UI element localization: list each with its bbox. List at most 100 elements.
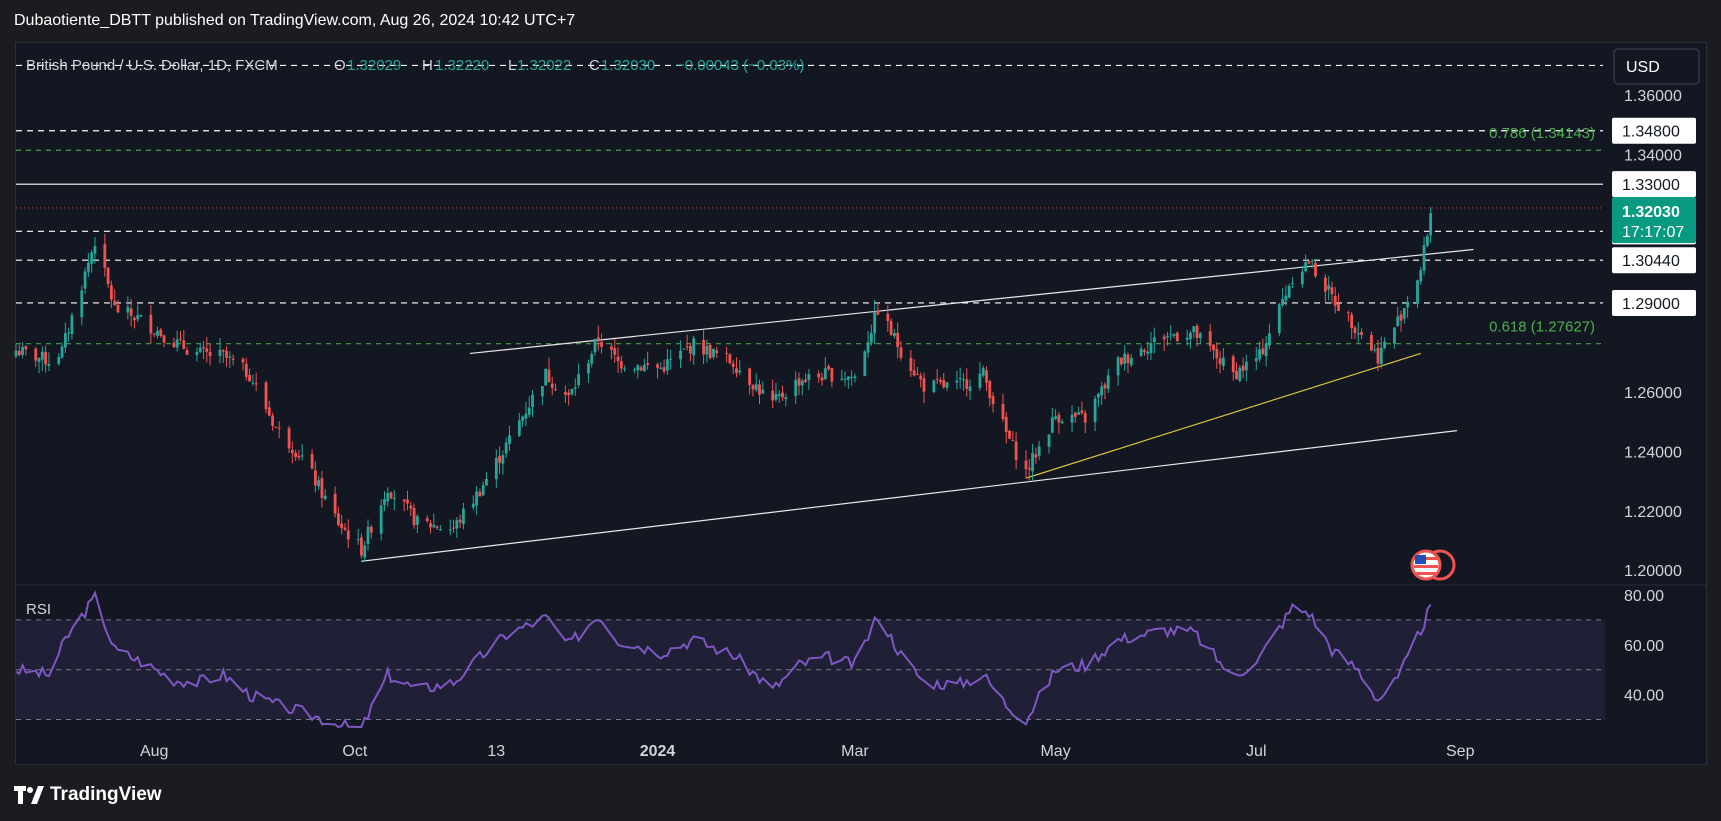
candle-body (1189, 332, 1192, 340)
candle-body (1192, 326, 1196, 333)
candle-body (343, 527, 347, 530)
candle-body (80, 290, 84, 318)
candle-body (60, 346, 64, 358)
candle-body (1406, 301, 1410, 308)
candle-body (593, 338, 597, 353)
event-flags[interactable] (1410, 549, 1456, 581)
candle-body (455, 520, 459, 529)
candle-body (1422, 245, 1426, 271)
currency-button[interactable]: USD (1613, 48, 1700, 85)
price-tag-layer: 1.32030 17:17:07 (1612, 196, 1696, 243)
candle-body (90, 252, 94, 264)
candle-body (715, 350, 719, 354)
candle-body (340, 523, 344, 529)
candle-body (254, 383, 258, 385)
candle-body (93, 246, 97, 254)
level-price-label: 1.33000 (1622, 177, 1680, 194)
candle-body (320, 478, 324, 499)
candle-body (955, 380, 959, 383)
candle-body (1166, 335, 1169, 338)
candle-body (1353, 327, 1357, 333)
candle-body (1011, 439, 1015, 441)
footer-brand[interactable]: TradingView (14, 784, 162, 806)
candle-body (1185, 337, 1189, 340)
candle-body (774, 393, 778, 400)
candle-body (1146, 351, 1150, 354)
candle-body (195, 351, 199, 356)
candle-body (1047, 434, 1051, 447)
candle-body (133, 317, 136, 321)
candle-body (781, 392, 784, 398)
candle-body (271, 415, 275, 426)
candle-body (817, 373, 821, 378)
publisher-line: Dubaotiente_DBTT published on TradingVie… (14, 12, 576, 29)
candle-body (392, 497, 396, 499)
candle-body (1037, 446, 1041, 456)
candle-body (323, 495, 327, 500)
candle-body (932, 380, 936, 393)
candle-body (1310, 260, 1314, 262)
candle-body (866, 342, 870, 353)
price-tick-label: 1.20000 (1624, 563, 1682, 580)
candle-body (978, 373, 982, 388)
candle-body (869, 333, 873, 343)
candle-body (402, 499, 406, 502)
candle-body (850, 376, 854, 378)
legend-high-label: H (422, 57, 433, 74)
candle-body (294, 452, 298, 457)
candle-body (1393, 327, 1396, 344)
candle-body (550, 383, 554, 389)
candle-body (827, 366, 830, 370)
candle-body (182, 340, 186, 349)
candle-body (429, 523, 432, 528)
candle-body (1370, 334, 1373, 351)
candle-body (633, 369, 636, 371)
candles-layer (14, 207, 1433, 562)
candle-body (264, 382, 268, 410)
legend-low-label: L (508, 57, 516, 74)
candle-body (452, 527, 455, 529)
candle-body (807, 374, 811, 381)
candle-body (853, 376, 857, 379)
candle-body (221, 350, 225, 352)
rsi-layer: RSI 80.00 60.00 40.00 (15, 588, 1664, 729)
candle-body (231, 358, 235, 360)
candle-body (438, 528, 442, 530)
candle-body (425, 518, 429, 522)
candle-body (333, 493, 337, 514)
candle-body (889, 320, 893, 335)
candle-body (1031, 452, 1034, 472)
candle-body (106, 267, 110, 285)
candle-body (1241, 365, 1245, 371)
candle-body (369, 526, 373, 533)
date-tick-label: Mar (841, 743, 869, 760)
candle-body (110, 285, 113, 300)
candle-body (922, 378, 926, 392)
candle-body (485, 478, 488, 486)
candle-body (547, 369, 551, 383)
candle-body (1027, 467, 1031, 470)
date-tick-label: Sep (1446, 743, 1475, 760)
candle-body (1106, 375, 1110, 389)
candle-body (139, 315, 143, 317)
level-price-label: 1.29000 (1622, 296, 1680, 313)
candle-body (1139, 348, 1143, 356)
candle-body (198, 347, 202, 352)
candle-body (129, 308, 133, 316)
candle-body (287, 428, 291, 449)
candle-body (383, 499, 386, 506)
candle-body (1360, 332, 1363, 335)
candle-body (912, 370, 916, 376)
candle-body (823, 368, 827, 380)
candle-body (34, 348, 38, 361)
candle-body (360, 537, 363, 556)
candle-body (527, 407, 531, 415)
candle-body (1284, 295, 1288, 301)
price-tick-label: 1.26000 (1624, 385, 1682, 402)
candle-body (1383, 341, 1386, 349)
candle-body (1057, 414, 1061, 423)
candle-body (251, 382, 255, 384)
candle-body (1402, 308, 1406, 319)
candle-body (728, 354, 732, 364)
